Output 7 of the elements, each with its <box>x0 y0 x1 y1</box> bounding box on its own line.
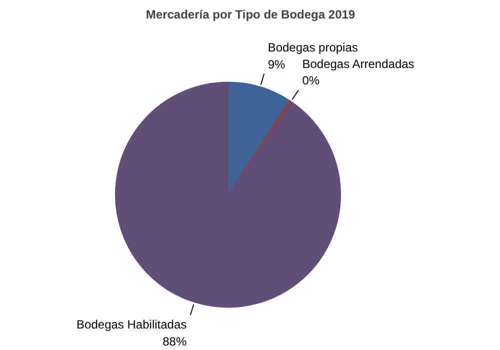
data-label: 0% <box>302 74 320 88</box>
slice-label: Bodegas Arrendadas <box>302 56 414 71</box>
slice-label: Bodegas Habilitadas <box>76 317 187 332</box>
slice-label: Bodegas propias <box>268 40 358 55</box>
data-label: 88% <box>162 334 187 348</box>
data-label: 9% <box>268 57 286 72</box>
chart-title: Mercadería por Tipo de Bodega 2019 <box>146 8 356 22</box>
